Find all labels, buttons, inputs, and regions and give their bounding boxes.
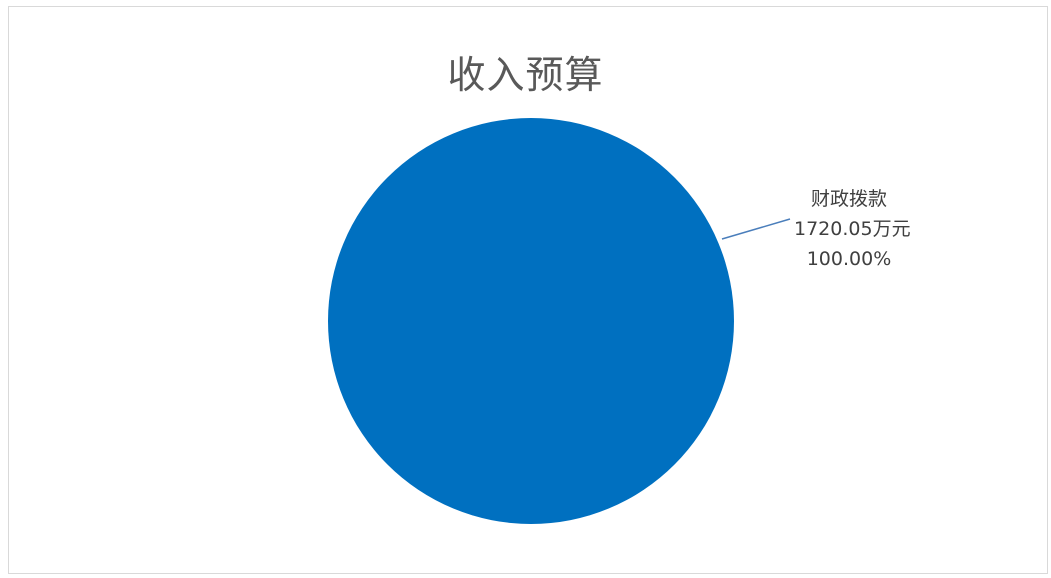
pie-slices	[328, 118, 734, 524]
pie-slice-0	[328, 118, 734, 524]
leader-line	[721, 218, 791, 240]
data-label-value: 1720.05万元	[794, 218, 911, 240]
chart-title: 收入预算	[447, 53, 604, 97]
data-label-category: 财政拨款	[810, 188, 887, 210]
data-label-percent: 100.00%	[806, 248, 892, 270]
data-label: 财政拨款 1720.05万元 100.00%	[794, 184, 911, 274]
